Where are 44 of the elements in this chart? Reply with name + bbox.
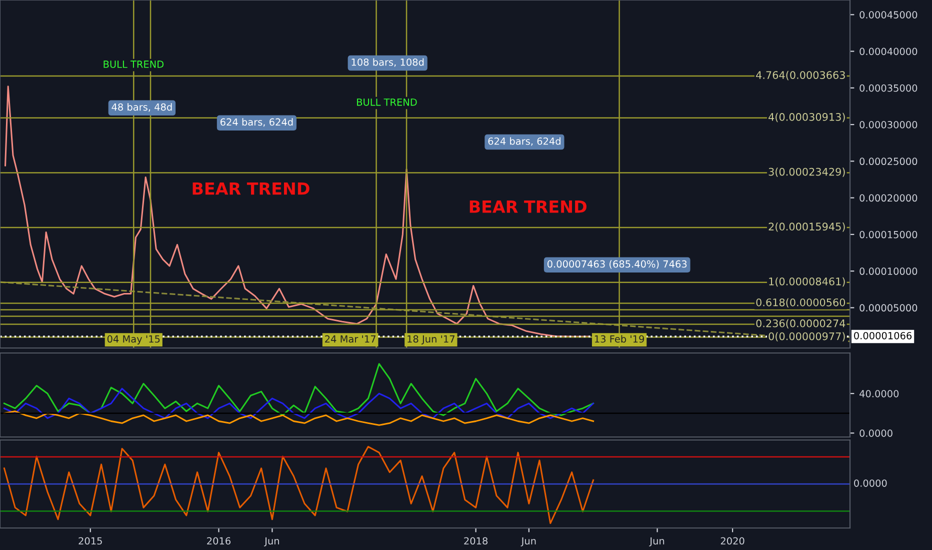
annotation: BULL TREND <box>104 60 164 68</box>
ref-line-label: 04 May '15 <box>107 335 160 345</box>
y-tick-label: 0.00015000 <box>860 230 918 238</box>
annotation: 624 bars, 624d <box>488 137 560 146</box>
annotation: 108 bars, 108d <box>352 58 424 67</box>
line-series <box>3 363 594 416</box>
y-tick-label: 0.00045000 <box>860 11 918 18</box>
annotation: 48 bars, 48d <box>112 103 172 112</box>
ref-line-label: 3(0.00023429) <box>768 168 845 177</box>
y-tick-label: 0.00035000 <box>860 84 918 92</box>
y-tick-label: 0.00010000 <box>860 268 918 275</box>
y-tick-label: 0.00025000 <box>860 158 918 166</box>
ref-line-label: 0.236(0.0000274 <box>756 319 846 328</box>
ref-line-label: 24 Mar '17 <box>325 335 376 343</box>
x-tick-label: 2018 <box>464 537 488 545</box>
annotation: BEAR TREND <box>470 200 586 213</box>
line-series <box>3 388 594 419</box>
ref-line-label: 0.0000 <box>854 479 887 487</box>
x-tick-label: Jun <box>520 537 536 546</box>
y-tick-label: 0.00020000 <box>860 194 918 202</box>
annotation: 0.00007463 (685.40%) 7463 <box>547 260 687 269</box>
x-tick-label: 2015 <box>78 537 102 545</box>
y-tick-label: 40.0000 <box>860 390 899 398</box>
y-tick-label: 0.0000 <box>860 430 892 437</box>
x-tick-label: 2016 <box>207 537 230 545</box>
x-tick-label: Jun <box>264 537 279 546</box>
annotation: 624 bars, 624d <box>220 118 293 127</box>
ref-line-label: 0(0.00000977) <box>768 332 845 342</box>
y-tick-label: 0.00040000 <box>860 48 918 56</box>
x-tick-label: Jun <box>649 537 664 546</box>
line-series <box>3 410 594 426</box>
ref-line-label: 0.00001066 <box>854 332 912 340</box>
y-tick-label: 0.00005000 <box>860 304 918 312</box>
ref-line-label: 4.764(0.0003663 <box>756 70 845 80</box>
annotation: BULL TREND <box>357 98 417 106</box>
ref-line-label: 1(0.00008461) <box>769 277 845 287</box>
ref-line-label: 13 Feb '19 <box>594 335 644 343</box>
annotation: BEAR TREND <box>192 182 310 195</box>
ref-line-label: 4(0.00030913) <box>768 112 845 122</box>
x-tick-label: 2020 <box>720 537 744 545</box>
ref-line-label: 18 Jun '17 <box>408 335 454 344</box>
ref-line-label: 0.618(0.0000560 <box>756 298 846 308</box>
y-tick-label: 0.00030000 <box>860 121 918 128</box>
ref-line-label: 2(0.00015945) <box>768 222 845 232</box>
